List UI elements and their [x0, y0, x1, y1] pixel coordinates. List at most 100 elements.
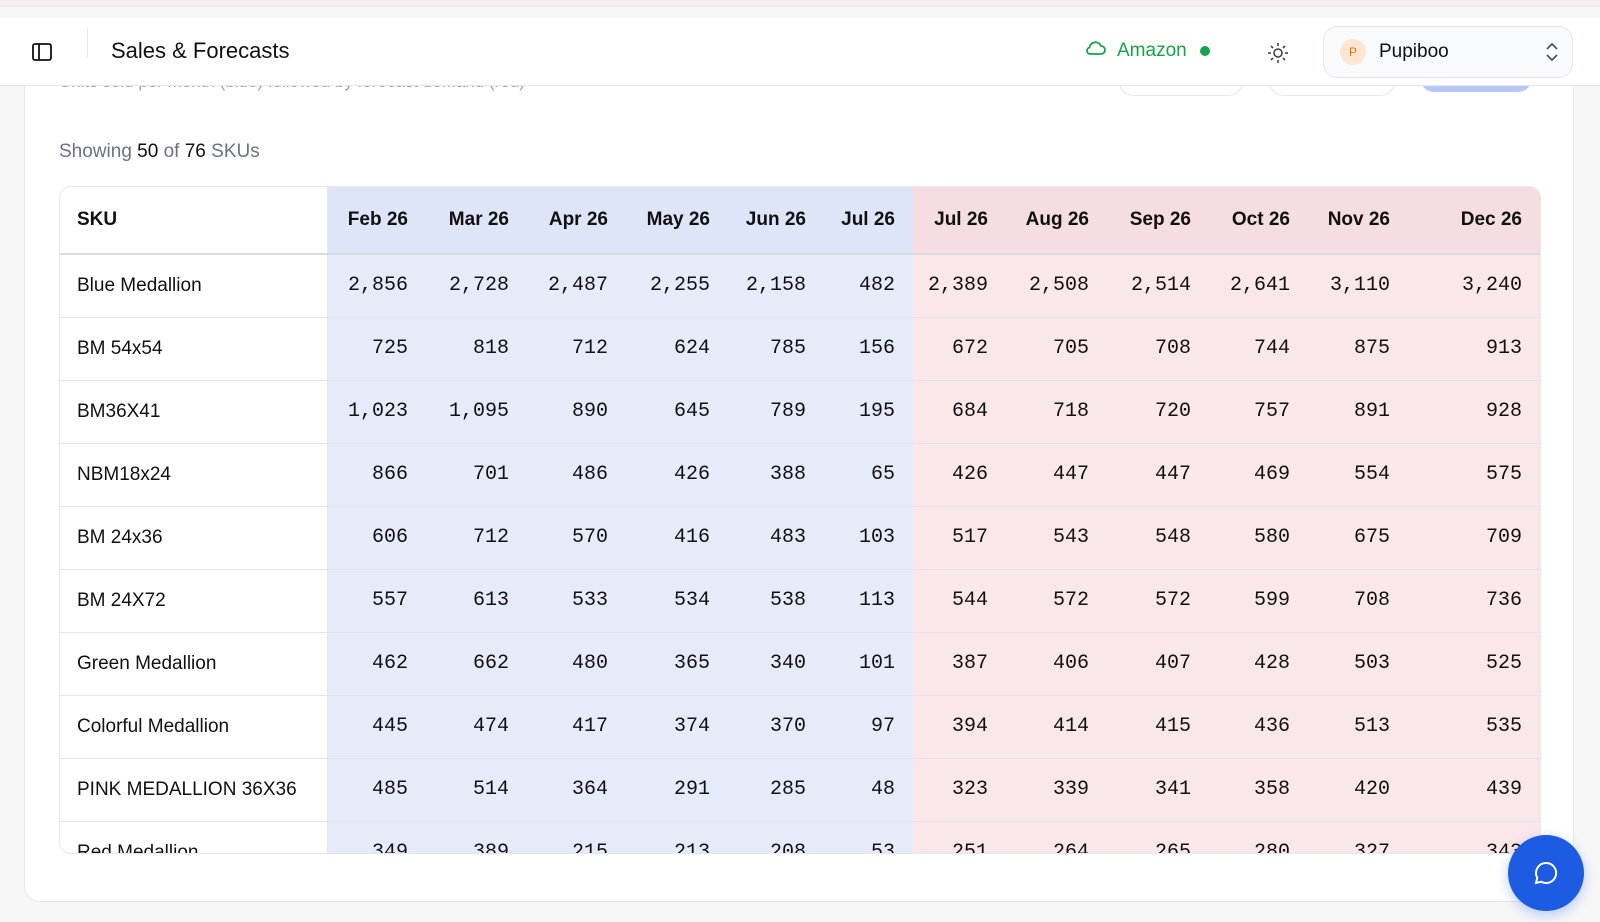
actual-units-cell: 53 [824, 821, 913, 853]
showing-count-text: Showing 50 of 76 SKUs [59, 141, 260, 163]
actual-units-cell: 570 [527, 506, 626, 570]
forecast-units-cell: 428 [1209, 632, 1308, 696]
actual-units-cell: 97 [824, 695, 913, 759]
actual-units-cell: 538 [728, 569, 824, 633]
forecast-units-cell: 709 [1408, 506, 1540, 570]
table-row[interactable]: BM 24X72 557 613 533 534 538 113 544 572 572 599 70… [60, 569, 1540, 633]
sidebar-toggle-icon[interactable] [30, 40, 54, 64]
app-header: Sales & Forecasts Amazon P Pupiboo [0, 18, 1600, 86]
actual-units-cell: 1,023 [327, 380, 426, 444]
actual-units-cell: 195 [824, 380, 913, 444]
table-row[interactable]: Red Medallion 349 389 215 213 208 53 251 264 265 2… [60, 821, 1540, 853]
forecast-units-cell: 436 [1209, 695, 1308, 759]
actual-units-cell: 374 [626, 695, 728, 759]
forecast-units-cell: 264 [1006, 821, 1107, 853]
actual-units-cell: 613 [426, 569, 527, 633]
column-header-forecast-month: Sep 26 [1107, 187, 1209, 255]
table-row[interactable]: Green Medallion 462 662 480 365 340 101 387 406 4… [60, 632, 1540, 696]
table-row[interactable]: BM 24x36 606 712 570 416 483 103 517 543 548 580 67… [60, 506, 1540, 570]
forecast-units-cell: 720 [1107, 380, 1209, 444]
sun-icon[interactable] [1264, 39, 1292, 67]
actual-units-cell: 514 [426, 758, 527, 822]
forecast-units-cell: 757 [1209, 380, 1308, 444]
forecast-units-cell: 394 [913, 695, 1006, 759]
forecast-units-cell: 447 [1107, 443, 1209, 507]
forecast-units-cell: 599 [1209, 569, 1308, 633]
actual-units-cell: 417 [527, 695, 626, 759]
actual-units-cell: 606 [327, 506, 426, 570]
actual-units-cell: 725 [327, 317, 426, 381]
actual-units-cell: 474 [426, 695, 527, 759]
showing-prefix: Showing [59, 141, 132, 162]
marketplace-indicator[interactable]: Amazon [1083, 38, 1210, 63]
column-header-sku[interactable]: SKU [60, 187, 328, 255]
table-row[interactable]: PINK MEDALLION 36X36 485 514 364 291 285 48 323… [60, 758, 1540, 822]
table-row[interactable]: BM 54x54 725 818 712 624 785 156 672 705 708 744 87… [60, 317, 1540, 381]
forecast-units-cell: 572 [1006, 569, 1107, 633]
actual-units-cell: 485 [327, 758, 426, 822]
sku-cell: Colorful Medallion [60, 695, 328, 759]
forecast-units-cell: 415 [1107, 695, 1209, 759]
actual-units-cell: 462 [327, 632, 426, 696]
column-header-actual-month: Jun 26 [728, 187, 824, 255]
avatar: P [1340, 39, 1366, 65]
top-strip [0, 0, 1600, 7]
table-row[interactable]: Blue Medallion 2,856 2,728 2,487 2,255 2,158 4… [60, 254, 1540, 318]
forecast-units-cell: 572 [1107, 569, 1209, 633]
forecast-units-cell: 513 [1308, 695, 1408, 759]
forecast-units-cell: 736 [1408, 569, 1540, 633]
header-divider [87, 28, 88, 58]
forecast-units-cell: 3,240 [1408, 254, 1540, 318]
actual-units-cell: 2,255 [626, 254, 728, 318]
actual-units-cell: 426 [626, 443, 728, 507]
actual-units-cell: 624 [626, 317, 728, 381]
table-row[interactable]: Colorful Medallion 445 474 417 374 370 97 394 41… [60, 695, 1540, 759]
actual-units-cell: 2,856 [327, 254, 426, 318]
actual-units-cell: 388 [728, 443, 824, 507]
forecast-units-cell: 406 [1006, 632, 1107, 696]
actual-units-cell: 156 [824, 317, 913, 381]
forecast-units-cell: 407 [1107, 632, 1209, 696]
sku-cell: Green Medallion [60, 632, 328, 696]
actual-units-cell: 416 [626, 506, 728, 570]
forecast-units-cell: 708 [1107, 317, 1209, 381]
chat-button[interactable] [1508, 835, 1584, 911]
actual-units-cell: 785 [728, 317, 824, 381]
sku-cell: BM 24x36 [60, 506, 328, 570]
actual-units-cell: 445 [327, 695, 426, 759]
forecast-units-cell: 517 [913, 506, 1006, 570]
sku-cell: PINK MEDALLION 36X36 [60, 758, 328, 822]
table-body: Blue Medallion 2,856 2,728 2,487 2,255 2,158 4… [60, 254, 1540, 853]
table-row[interactable]: NBM18x24 866 701 486 426 388 65 426 447 447 469 554… [60, 443, 1540, 507]
actual-units-cell: 1,095 [426, 380, 527, 444]
forecast-units-cell: 543 [1006, 506, 1107, 570]
account-name: Pupiboo [1379, 41, 1449, 62]
actual-units-cell: 208 [728, 821, 824, 853]
actual-units-cell: 2,728 [426, 254, 527, 318]
actual-units-cell: 534 [626, 569, 728, 633]
sku-cell: Blue Medallion [60, 254, 328, 318]
actual-units-cell: 101 [824, 632, 913, 696]
forecast-units-cell: 358 [1209, 758, 1308, 822]
page-title: Sales & Forecasts [111, 38, 290, 63]
table-row[interactable]: BM36X41 1,023 1,095 890 645 789 195 684 718 720 75… [60, 380, 1540, 444]
forecast-units-cell: 323 [913, 758, 1006, 822]
forecast-units-cell: 420 [1308, 758, 1408, 822]
forecast-units-cell: 744 [1209, 317, 1308, 381]
sku-cell: Red Medallion [60, 821, 328, 853]
sales-table-container[interactable]: SKU Feb 26 Mar 26 Apr 26 May 26 Jun 26 Jul 26… [59, 186, 1541, 854]
showing-of: of [163, 141, 180, 162]
actual-units-cell: 662 [426, 632, 527, 696]
showing-suffix: SKUs [211, 141, 260, 162]
forecast-units-cell: 672 [913, 317, 1006, 381]
sku-cell: BM 24X72 [60, 569, 328, 633]
sales-card: Units sold per month (blue) followed by … [24, 60, 1574, 902]
forecast-units-cell: 548 [1107, 506, 1209, 570]
forecast-units-cell: 339 [1006, 758, 1107, 822]
account-switcher[interactable]: P Pupiboo [1323, 26, 1573, 78]
forecast-units-cell: 718 [1006, 380, 1107, 444]
forecast-units-cell: 414 [1006, 695, 1107, 759]
forecast-units-cell: 875 [1308, 317, 1408, 381]
actual-units-cell: 712 [527, 317, 626, 381]
actual-units-cell: 113 [824, 569, 913, 633]
